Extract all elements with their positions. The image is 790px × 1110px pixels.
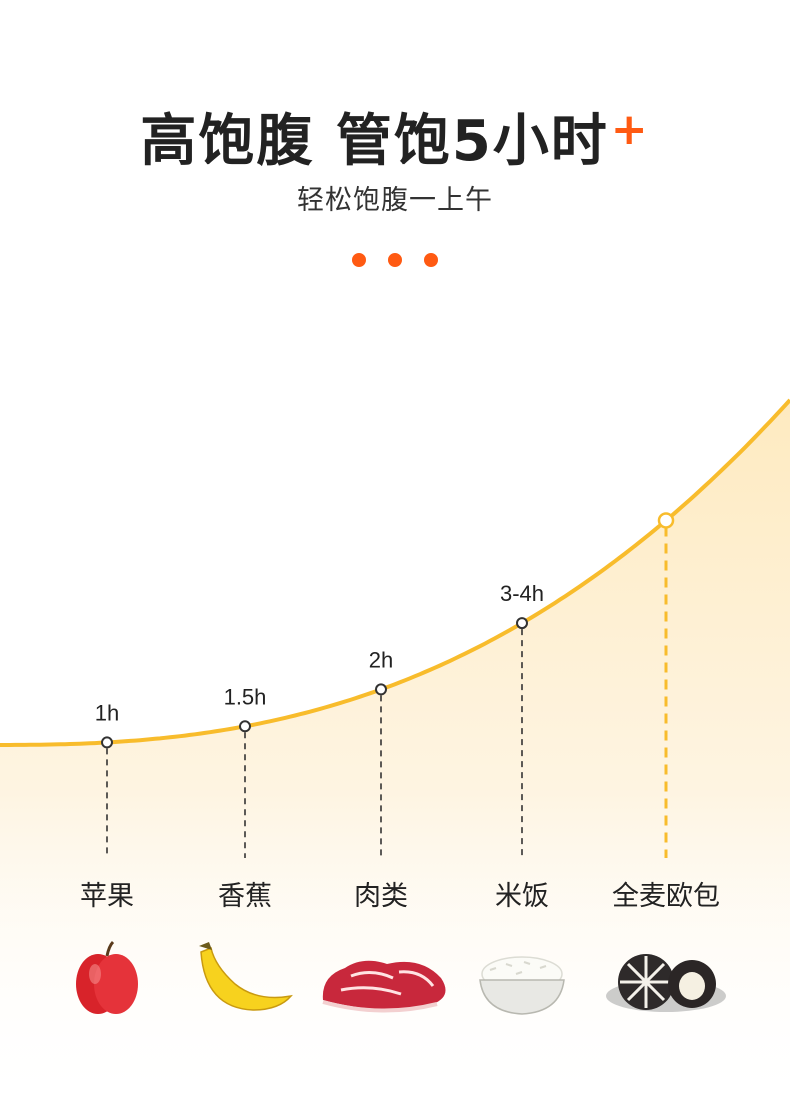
apple-icon <box>76 940 138 1014</box>
category-label: 香蕉 <box>218 881 272 912</box>
dot-icon <box>352 253 366 267</box>
decorative-dots <box>0 253 790 267</box>
dot-icon <box>388 253 402 267</box>
dot-icon <box>424 253 438 267</box>
category-label: 苹果 <box>80 881 134 912</box>
page-title: 高饱腹 管饱5小时+ <box>0 96 790 177</box>
data-label: 2h <box>369 647 393 672</box>
area-fill <box>0 400 790 1110</box>
title-text: 高饱腹 管饱5小时 <box>140 109 609 174</box>
data-label: 3-4h <box>500 581 544 606</box>
data-label: 1h <box>95 700 119 725</box>
rice-bowl-icon <box>479 956 565 1015</box>
category-label: 米饭 <box>495 881 549 912</box>
data-label: 1.5h <box>224 684 267 709</box>
satiety-curve <box>0 398 790 747</box>
data-point <box>375 683 387 696</box>
whole-wheat-bread-icon <box>606 954 726 1012</box>
banana-icon <box>199 942 293 1011</box>
category-label: 全麦欧包 <box>612 881 720 912</box>
data-point <box>516 617 528 630</box>
meat-icon <box>322 960 446 1013</box>
data-point <box>239 720 251 733</box>
page-subtitle: 轻松饱腹一上午 <box>297 185 493 216</box>
category-label: 肉类 <box>354 881 408 912</box>
data-point <box>657 512 675 529</box>
title-plus-sign: + <box>610 104 650 155</box>
data-point <box>101 736 113 749</box>
